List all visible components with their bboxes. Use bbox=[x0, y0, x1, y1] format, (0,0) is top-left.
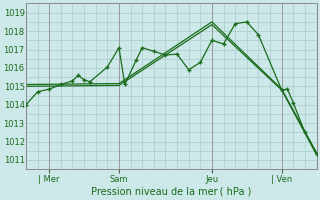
X-axis label: Pression niveau de la mer ( hPa ): Pression niveau de la mer ( hPa ) bbox=[91, 187, 252, 197]
